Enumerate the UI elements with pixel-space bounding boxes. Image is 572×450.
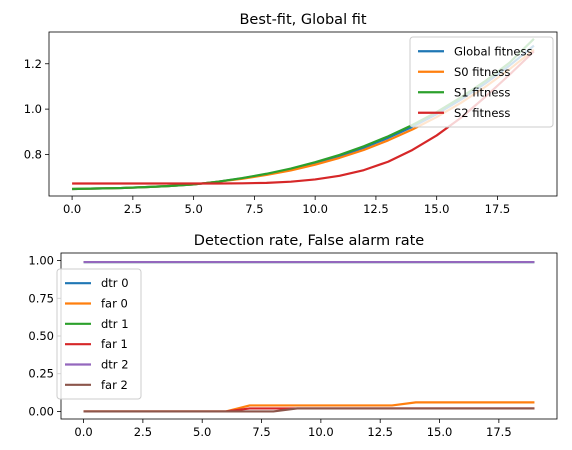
chart-title: Best-fit, Global fit <box>239 12 366 28</box>
legend: Global fitness S0 fitness S1 fitness S2 fit… <box>409 36 554 128</box>
y-tick-label: 1.0 <box>24 102 42 116</box>
x-tick-label: 7.5 <box>245 202 263 216</box>
y-tick-label: 1.2 <box>24 57 42 71</box>
legend-label: dtr 1 <box>101 317 129 331</box>
y-tick-label: 1.00 <box>28 254 54 268</box>
legend-box <box>56 268 142 400</box>
x-tick-label: 10.0 <box>308 425 334 439</box>
legend-label: far 0 <box>101 297 128 311</box>
x-tick-label: 12.5 <box>363 202 389 216</box>
legend-label: far 2 <box>101 378 128 392</box>
legend-label: far 1 <box>101 337 128 351</box>
series-line-far-2 <box>83 407 535 413</box>
series-group <box>83 260 535 413</box>
legend-label: dtr 2 <box>101 358 129 372</box>
legend-box <box>409 36 554 128</box>
legend-label: S2 fitness <box>454 106 510 120</box>
x-tick-label: 12.5 <box>367 425 393 439</box>
y-tick-label: 0.75 <box>28 291 54 305</box>
legend-label: Global fitness <box>454 44 532 58</box>
x-tick-label: 5.0 <box>193 425 211 439</box>
x-tick-label: 15.0 <box>424 202 450 216</box>
y-tick-label: 0.00 <box>28 404 54 418</box>
legend-label: dtr 0 <box>101 276 129 290</box>
series-line-far-0 <box>83 401 535 413</box>
legend-label: S0 fitness <box>454 65 510 79</box>
chart-0: Best-fit, Global fit 0.0 2.5 5.0 7.5 10.0 12.5… <box>24 12 558 216</box>
x-tick-label: 2.5 <box>124 202 142 216</box>
y-tick-label: 0.50 <box>28 329 54 343</box>
chart-1: Detection rate, False alarm rate 0.0 2.5 5.… <box>28 233 558 439</box>
x-tick-label: 2.5 <box>134 425 152 439</box>
x-tick-label: 17.5 <box>486 425 512 439</box>
x-tick-label: 17.5 <box>485 202 511 216</box>
x-tick-label: 0.0 <box>63 202 81 216</box>
legend: dtr 0 far 0 dtr 1 far 1 dtr 2 far 2 <box>56 268 142 400</box>
x-tick-label: 0.0 <box>74 425 92 439</box>
chart-title: Detection rate, False alarm rate <box>194 233 425 249</box>
x-tick-label: 7.5 <box>252 425 270 439</box>
y-tick-label: 0.8 <box>24 147 42 161</box>
legend-label: S1 fitness <box>454 85 510 99</box>
x-tick-label: 5.0 <box>184 202 202 216</box>
axes-frame <box>48 31 558 197</box>
x-tick-label: 15.0 <box>427 425 453 439</box>
y-tick-label: 0.25 <box>28 367 54 381</box>
x-tick-label: 10.0 <box>302 202 328 216</box>
